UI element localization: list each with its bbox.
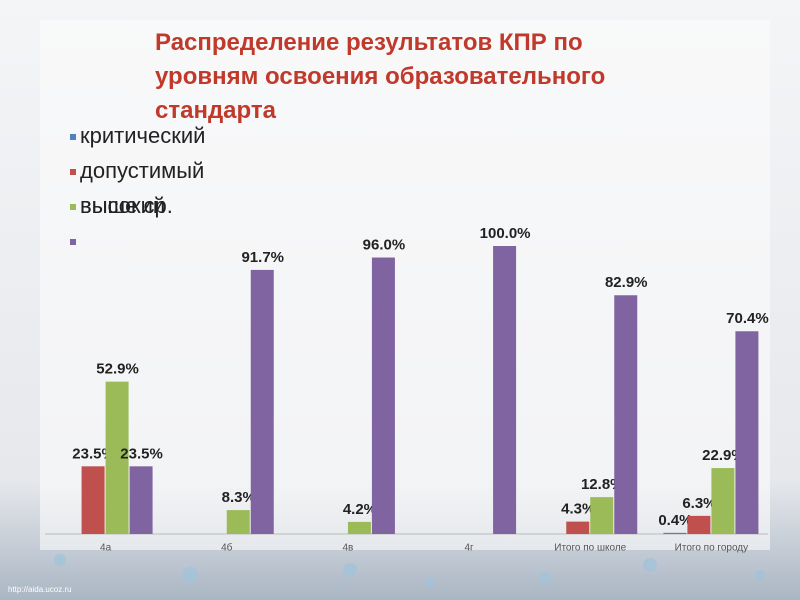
value-label: 4.3% xyxy=(561,501,595,518)
footer: http://aida.ucoz.ru xyxy=(8,585,72,594)
legend-label: критический xyxy=(80,123,205,148)
value-label: 82.9% xyxy=(605,274,648,291)
legend-label: выше ср. xyxy=(80,193,173,218)
legend-swatch xyxy=(70,134,76,140)
x-tick-label: 4б xyxy=(221,542,233,554)
bar xyxy=(105,381,129,534)
value-label: 91.7% xyxy=(241,249,284,266)
bar xyxy=(81,466,105,534)
value-label: 22.9% xyxy=(702,447,745,464)
value-label: 8.3% xyxy=(222,489,256,506)
legend-swatch xyxy=(70,204,76,210)
legend-label: допустимый xyxy=(80,158,204,183)
value-label: 23.5% xyxy=(72,445,115,462)
x-tick-label: 4г xyxy=(464,543,474,554)
bar xyxy=(663,532,687,534)
bar xyxy=(566,521,590,534)
bar xyxy=(687,515,711,534)
value-label: 4.2% xyxy=(343,501,377,518)
value-label: 6.3% xyxy=(682,495,716,512)
value-label: 0.4% xyxy=(658,512,692,529)
value-label: 52.9% xyxy=(96,361,139,378)
value-label: 100.0% xyxy=(480,225,531,242)
bar xyxy=(371,257,395,534)
value-label: 23.5% xyxy=(120,445,163,462)
bar xyxy=(250,269,274,534)
value-label: 12.8% xyxy=(581,476,624,493)
title-line: стандарта xyxy=(155,97,277,124)
bar xyxy=(711,468,735,534)
legend-label: высокий xyxy=(80,193,165,218)
bar xyxy=(735,331,759,534)
x-tick-label: 4в xyxy=(342,543,353,554)
x-tick-label: 4а xyxy=(100,543,112,554)
bar xyxy=(226,510,250,534)
value-label: 96.0% xyxy=(363,237,406,254)
legend-swatch xyxy=(70,169,76,175)
bar xyxy=(493,246,517,534)
value-label: 70.4% xyxy=(726,310,769,327)
bar xyxy=(129,466,153,534)
bar xyxy=(614,295,638,534)
plot-panel xyxy=(40,20,770,550)
bar xyxy=(347,521,371,534)
title-line: уровням освоения образовательного xyxy=(155,63,605,90)
x-tick-label: Итого по школе xyxy=(554,543,626,554)
bar xyxy=(590,497,614,534)
legend-swatch xyxy=(70,239,76,245)
droplets xyxy=(54,554,765,587)
x-tick-label: Итого по городу xyxy=(675,543,748,554)
title-line: Распределение результатов КПР по xyxy=(155,29,583,56)
